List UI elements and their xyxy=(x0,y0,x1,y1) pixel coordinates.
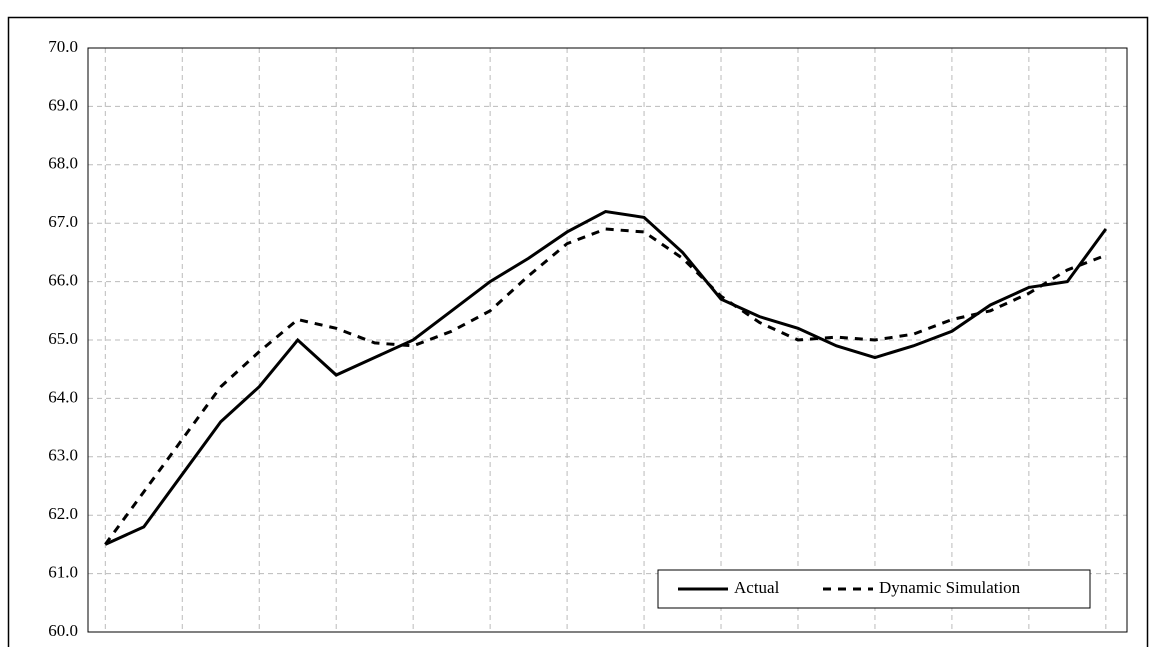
legend-label: Actual xyxy=(734,578,780,597)
legend-label: Dynamic Simulation xyxy=(879,578,1021,597)
y-tick-label: 63.0 xyxy=(48,446,78,465)
x-tick-label: 1976 xyxy=(88,645,122,647)
x-tick-label: 2002 xyxy=(1089,645,1123,647)
x-tick-label: 1984 xyxy=(396,645,431,647)
x-tick-label: 1992 xyxy=(704,645,738,647)
y-tick-label: 68.0 xyxy=(48,154,78,173)
y-tick-label: 65.0 xyxy=(48,329,78,348)
x-tick-label: 1998 xyxy=(935,645,969,647)
y-tick-label: 69.0 xyxy=(48,95,78,114)
y-tick-label: 62.0 xyxy=(48,504,78,523)
x-tick-label: 2000 xyxy=(1012,645,1046,647)
y-tick-label: 60.0 xyxy=(48,621,78,640)
chart-frame xyxy=(7,16,1149,647)
y-tick-label: 67.0 xyxy=(48,212,78,231)
x-tick-label: 1982 xyxy=(319,645,353,647)
x-tick-label: 1994 xyxy=(781,645,816,647)
x-tick-label: 1988 xyxy=(550,645,584,647)
y-tick-label: 70.0 xyxy=(48,37,78,56)
x-tick-label: 1980 xyxy=(242,645,276,647)
series-line xyxy=(104,209,1108,546)
y-tick-label: 66.0 xyxy=(48,271,78,290)
x-tick-label: 1978 xyxy=(165,645,199,647)
plot-area xyxy=(87,47,1128,633)
y-tick-label: 64.0 xyxy=(48,387,78,406)
y-tick-label: 61.0 xyxy=(48,563,78,582)
x-tick-label: 1990 xyxy=(627,645,661,647)
legend-box xyxy=(657,569,1091,609)
x-tick-label: 1986 xyxy=(473,645,507,647)
x-tick-label: 1996 xyxy=(858,645,892,647)
